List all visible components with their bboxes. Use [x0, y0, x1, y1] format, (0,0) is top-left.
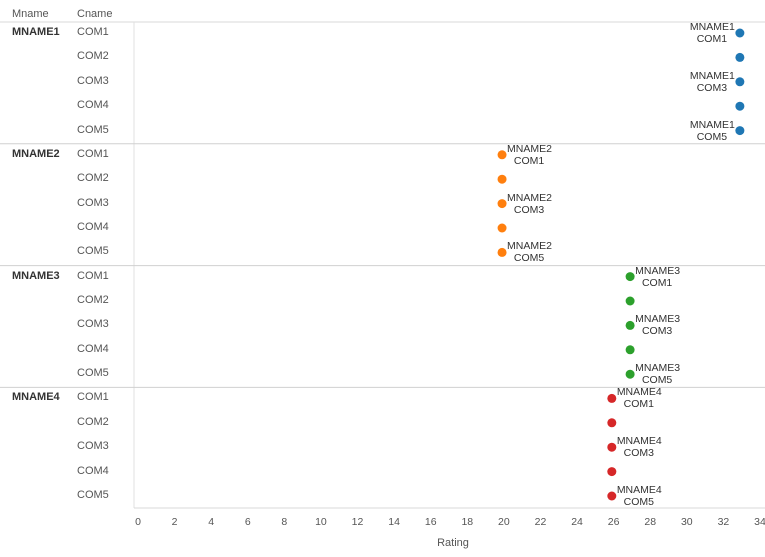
row-label-com2: COM2 — [77, 50, 109, 63]
data-point — [625, 272, 635, 282]
point-label: MNAME4 COM3 — [616, 435, 662, 460]
data-point — [735, 77, 745, 87]
x-tick-label: 14 — [388, 516, 400, 528]
data-point — [607, 393, 617, 403]
x-tick-label: 18 — [461, 516, 474, 528]
x-tick-label: 28 — [644, 516, 657, 528]
x-tick-label: 2 — [171, 516, 178, 528]
data-point — [735, 28, 745, 38]
data-point — [735, 126, 745, 136]
data-point — [607, 418, 617, 428]
x-tick-label: 34 — [754, 516, 765, 528]
header-cname: Cname — [77, 8, 113, 20]
row-label-com5: COM5 — [77, 489, 109, 501]
point-label: MNAME3 COM5 — [635, 362, 681, 387]
group-label-mname4: MNAME4 — [12, 391, 60, 404]
point-label: MNAME2 COM3 — [507, 191, 552, 216]
row-label-com4: COM4 — [77, 99, 109, 112]
x-tick-label: 10 — [315, 516, 327, 528]
point-label: MNAME2 COM1 — [507, 142, 552, 167]
x-axis-label: Rating — [437, 537, 469, 549]
data-point — [735, 101, 745, 111]
row-label-com3: COM3 — [77, 318, 109, 331]
data-point — [497, 199, 507, 209]
point-label: MNAME1 COM3 — [689, 69, 735, 94]
data-point — [497, 247, 507, 257]
data-point — [497, 174, 507, 184]
point-label: MNAME1 COM1 — [689, 21, 735, 45]
row-label-com1: COM1 — [77, 391, 109, 404]
data-point — [735, 52, 745, 62]
row-label-com1: COM1 — [77, 269, 109, 282]
data-point — [607, 467, 617, 477]
row-label-com4: COM4 — [77, 342, 109, 355]
data-point — [497, 223, 507, 233]
x-tick-label: 0 — [135, 516, 141, 528]
row-label-com4: COM4 — [77, 221, 109, 233]
group-label-mname1: MNAME1 — [12, 26, 60, 38]
x-tick-label: 30 — [680, 516, 693, 528]
x-tick-label: 6 — [244, 516, 251, 528]
row-label-com1: COM1 — [77, 26, 109, 38]
data-point — [497, 150, 507, 160]
x-tick-label: 20 — [498, 516, 510, 528]
data-point — [625, 369, 635, 379]
row-label-com4: COM4 — [77, 464, 109, 477]
row-label-com5: COM5 — [77, 123, 109, 136]
data-point — [625, 320, 635, 330]
row-label-com3: COM3 — [77, 74, 109, 87]
data-point — [625, 296, 635, 306]
group-label-mname3: MNAME3 — [12, 269, 60, 282]
x-tick-label: 12 — [351, 516, 364, 528]
row-label-com3: COM3 — [77, 196, 109, 209]
row-label-com2: COM2 — [77, 294, 109, 306]
x-tick-label: 4 — [208, 516, 215, 528]
group-label-mname2: MNAME2 — [12, 147, 60, 160]
x-tick-label: 8 — [281, 516, 288, 528]
point-label: MNAME4 COM1 — [616, 386, 662, 411]
row-label-com3: COM3 — [77, 440, 109, 453]
x-tick-label: 24 — [571, 516, 583, 528]
row-label-com5: COM5 — [77, 367, 109, 380]
point-label: MNAME4 COM5 — [616, 484, 662, 508]
row-label-com5: COM5 — [77, 245, 109, 258]
point-label: MNAME3 COM3 — [635, 313, 681, 338]
row-label-com1: COM1 — [77, 147, 109, 160]
x-tick-label: 22 — [534, 516, 547, 528]
header-mname: Mname — [12, 8, 49, 20]
data-point — [607, 442, 617, 452]
x-tick-label: 16 — [424, 516, 437, 528]
row-label-com2: COM2 — [77, 172, 109, 185]
point-label: MNAME3 COM1 — [635, 264, 681, 289]
x-tick-label: 32 — [717, 516, 730, 528]
point-label: MNAME2 COM5 — [507, 240, 552, 265]
data-point — [607, 491, 617, 501]
point-label: MNAME1 COM5 — [689, 118, 735, 143]
data-point — [625, 345, 635, 355]
x-tick-label: 26 — [607, 516, 620, 528]
row-label-com2: COM2 — [77, 415, 109, 428]
